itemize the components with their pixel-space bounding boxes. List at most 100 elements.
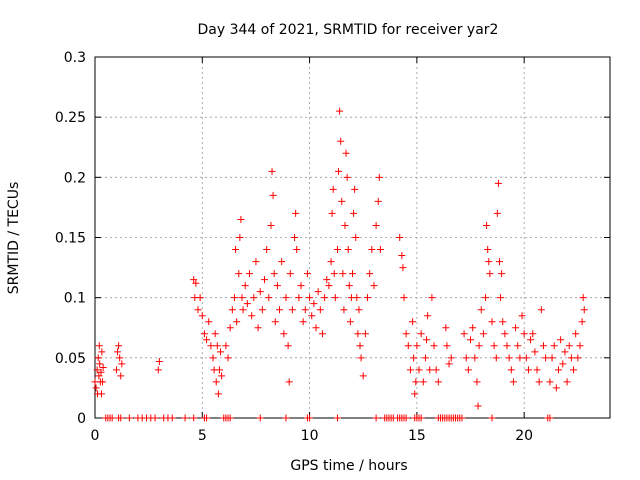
data-point [273, 282, 281, 290]
data-point [417, 414, 425, 422]
data-point [181, 414, 189, 422]
data-point [520, 330, 528, 338]
data-point [364, 294, 372, 302]
data-point [475, 342, 483, 350]
data-point [207, 342, 215, 350]
data-point [361, 330, 369, 338]
data-point [217, 348, 225, 356]
data-point [190, 414, 198, 422]
data-point [467, 336, 475, 344]
data-point [473, 378, 481, 386]
data-point [117, 372, 125, 380]
data-point [276, 306, 284, 314]
data-point [366, 270, 374, 278]
data-point [151, 414, 159, 422]
data-point [579, 294, 587, 302]
data-point [359, 372, 367, 380]
data-point [203, 336, 211, 344]
data-point [218, 372, 226, 380]
data-point [342, 149, 350, 157]
data-point [402, 414, 410, 422]
data-point [413, 342, 421, 350]
data-point [295, 294, 303, 302]
y-tick-label: 0.05 [55, 351, 86, 367]
x-tick-label: 20 [515, 428, 533, 444]
data-point [267, 221, 275, 229]
data-point [312, 324, 320, 332]
data-point [250, 294, 258, 302]
y-axis-label: SRMTID / TECUs [6, 182, 22, 295]
data-point [285, 378, 293, 386]
data-point [94, 354, 102, 362]
data-point [406, 366, 414, 374]
data-point [559, 360, 567, 368]
data-point [241, 282, 249, 290]
data-point [308, 312, 316, 320]
x-tick-label: 5 [198, 428, 207, 444]
data-point [213, 342, 221, 350]
data-point [580, 306, 588, 314]
y-tick-label: 0.25 [55, 110, 86, 126]
data-point [286, 270, 294, 278]
data-point [428, 294, 436, 302]
data-point [238, 294, 246, 302]
data-point [419, 378, 427, 386]
data-point [256, 414, 264, 422]
data-point [278, 258, 286, 266]
data-point [233, 318, 241, 326]
data-point [462, 354, 470, 362]
data-point [514, 342, 522, 350]
data-point [232, 246, 240, 254]
data-point [492, 354, 500, 362]
data-point [96, 360, 104, 368]
data-point [256, 288, 264, 296]
data-point [434, 378, 442, 386]
data-point [507, 366, 515, 374]
data-point [117, 414, 125, 422]
data-point [297, 282, 305, 290]
data-point [343, 173, 351, 181]
data-point [567, 354, 575, 362]
data-point [196, 294, 204, 302]
data-point [265, 294, 273, 302]
data-point [509, 378, 517, 386]
data-point [488, 318, 496, 326]
data-point [246, 270, 253, 278]
data-point [116, 354, 124, 362]
data-point [350, 209, 358, 217]
data-point [339, 270, 347, 278]
data-point [194, 306, 202, 314]
data-point [533, 366, 541, 374]
data-point [411, 390, 419, 398]
data-point [203, 414, 211, 422]
data-point [92, 384, 100, 392]
data-point [288, 306, 296, 314]
data-point [237, 215, 245, 223]
y-axis: 0 0.05 0.1 0.15 0.2 0.25 0.3 [55, 50, 610, 427]
data-point [565, 342, 573, 350]
data-point [490, 342, 498, 350]
data-point [115, 342, 123, 350]
data-point [409, 318, 417, 326]
data-point [205, 318, 213, 326]
data-point [424, 312, 432, 320]
data-point [415, 366, 423, 374]
data-point [501, 330, 509, 338]
data-point [445, 360, 453, 368]
data-point [356, 342, 364, 350]
data-point [192, 279, 200, 287]
data-point [325, 282, 333, 290]
data-point [535, 378, 543, 386]
data-point [327, 258, 335, 266]
data-point [495, 258, 503, 266]
data-point [576, 342, 584, 350]
x-tick-label: 0 [91, 428, 100, 444]
data-point [357, 354, 365, 362]
data-point [529, 330, 537, 338]
data-point [236, 234, 244, 241]
data-point [443, 342, 451, 350]
data-point [432, 366, 440, 374]
data-point [516, 354, 524, 362]
data-point [98, 348, 106, 356]
data-point [537, 306, 545, 314]
